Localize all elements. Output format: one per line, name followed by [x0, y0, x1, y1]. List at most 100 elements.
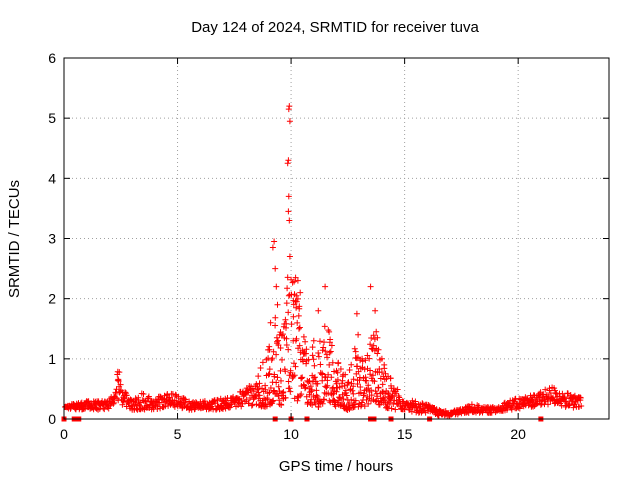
- y-axis-label: SRMTID / TECUs: [6, 180, 23, 298]
- data-point: [386, 399, 393, 406]
- data-point: [306, 378, 313, 384]
- data-point: [371, 378, 378, 385]
- data-point: [266, 389, 273, 396]
- data-point: [308, 396, 315, 403]
- data-point: [307, 383, 314, 390]
- data-point: [409, 397, 416, 404]
- data-point: [302, 384, 309, 391]
- y-tick-label: 5: [48, 110, 56, 126]
- data-point: [578, 403, 585, 409]
- data-point: [361, 390, 367, 397]
- data-point: [248, 402, 255, 409]
- data-point: [326, 349, 333, 356]
- data-point: [311, 362, 318, 369]
- data-point: [278, 377, 284, 384]
- data-point: [577, 394, 584, 401]
- data-point: [294, 319, 301, 326]
- data-point: [312, 374, 318, 381]
- data-point: [335, 359, 342, 366]
- data-point: [322, 283, 329, 290]
- data-point: [182, 396, 189, 403]
- data-point: [283, 342, 290, 348]
- data-point: [329, 359, 336, 366]
- y-tick-label: 3: [48, 231, 56, 247]
- data-point: [263, 403, 270, 410]
- data-point: [333, 380, 340, 387]
- data-point: [350, 383, 357, 390]
- data-point: [350, 390, 357, 397]
- data-point: [271, 387, 278, 394]
- data-point: [340, 396, 347, 403]
- data-point: [250, 388, 257, 395]
- data-point: [285, 193, 292, 200]
- data-point: [321, 323, 328, 330]
- y-tick-label: 0: [48, 411, 56, 427]
- data-point: [356, 374, 363, 381]
- data-point: [542, 386, 549, 393]
- data-point: [291, 360, 297, 367]
- data-point: [247, 386, 254, 393]
- data-point: [285, 208, 292, 215]
- data-point: [284, 285, 291, 292]
- x-tick-label: 0: [60, 426, 68, 442]
- data-point: [370, 332, 377, 339]
- data-point: [571, 392, 578, 399]
- data-point: [353, 355, 360, 362]
- data-point: [352, 397, 359, 404]
- data-point: [249, 401, 256, 408]
- data-point: [299, 374, 306, 381]
- y-tick-label: 2: [48, 291, 56, 307]
- data-point: [283, 335, 290, 342]
- data-point: [285, 292, 292, 299]
- data-point: [333, 388, 340, 395]
- data-point: [288, 321, 295, 328]
- data-point: [310, 356, 317, 363]
- data-point: [368, 392, 375, 399]
- data-point: [284, 160, 291, 167]
- data-point: [352, 348, 359, 355]
- data-point: [370, 342, 377, 349]
- data-point: [361, 403, 368, 410]
- data-point: [324, 354, 331, 361]
- data-point: [348, 396, 355, 403]
- data-point: [274, 374, 281, 381]
- data-point: [206, 404, 213, 411]
- data-point: [287, 388, 294, 395]
- data-point: [309, 352, 316, 359]
- data-point: [121, 395, 128, 402]
- data-point: [283, 300, 290, 307]
- data-point: [273, 351, 280, 358]
- data-point: [296, 342, 303, 349]
- data-point: [266, 346, 273, 353]
- data-point: [319, 347, 326, 354]
- data-point: [374, 350, 381, 357]
- data-point: [269, 398, 276, 405]
- data-point: [326, 361, 333, 368]
- data-point: [267, 385, 274, 391]
- data-point: [396, 394, 403, 401]
- data-point: [374, 393, 381, 400]
- data-point: [363, 377, 370, 384]
- data-point: [367, 341, 374, 348]
- data-point: [367, 367, 374, 374]
- y-tick-label: 4: [48, 170, 56, 186]
- data-point: [276, 388, 283, 394]
- data-point: [355, 354, 361, 361]
- x-tick-label: 5: [174, 426, 182, 442]
- data-point: [264, 395, 271, 402]
- data-point: [293, 304, 300, 311]
- data-point: [302, 338, 309, 345]
- data-point: [322, 348, 329, 355]
- chart-title: Day 124 of 2024, SRMTID for receiver tuv…: [191, 19, 479, 36]
- data-point: [375, 384, 382, 391]
- data-point: [317, 361, 324, 368]
- data-point: [320, 396, 327, 403]
- data-point: [277, 345, 284, 351]
- data-point: [123, 392, 130, 399]
- data-point: [357, 389, 364, 396]
- data-point: [394, 386, 401, 393]
- data-point: [315, 404, 322, 410]
- data-point: [325, 371, 332, 378]
- axis-ticks: 0 5 10 15 20 0 1 2 3 4 5 6: [48, 50, 609, 442]
- data-point: [295, 312, 302, 319]
